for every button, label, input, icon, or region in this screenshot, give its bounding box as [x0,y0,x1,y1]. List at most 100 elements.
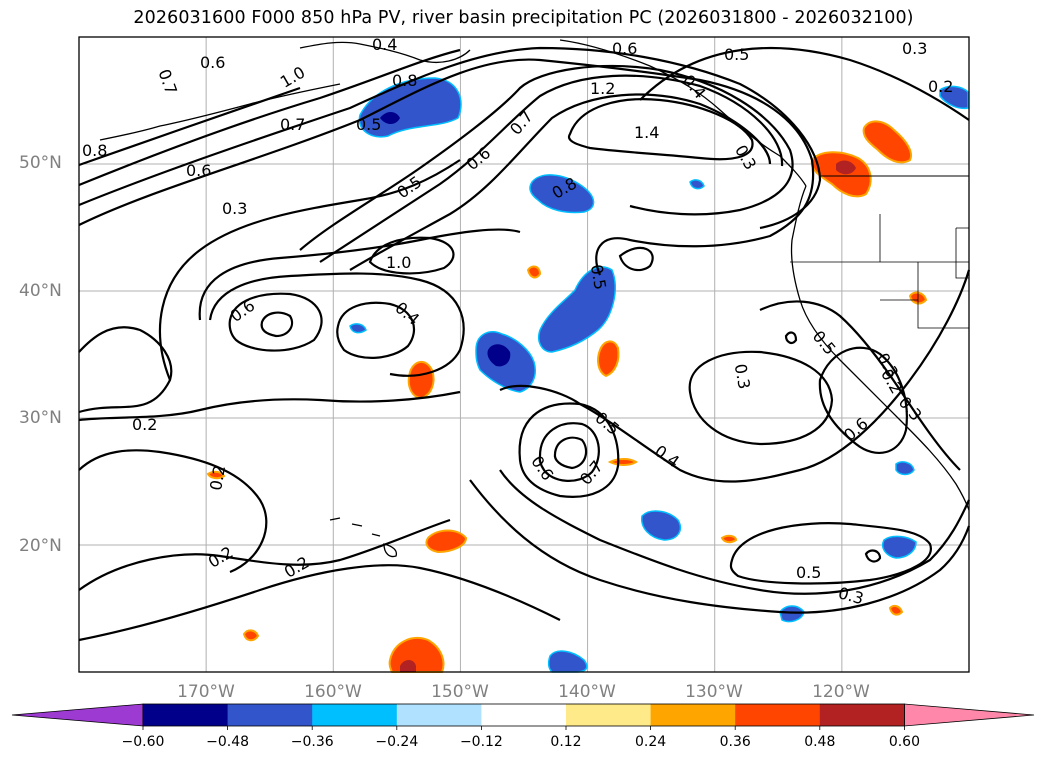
precip-negative-patch [529,174,595,214]
pv-contour [818,346,908,454]
longitude-labels: 170°W 160°W 150°W 140°W 130°W 120°W [177,682,870,702]
graticule [79,37,969,672]
contour-label: 0.6 [186,161,211,180]
contour-label: 0.5 [796,563,821,582]
pv-contour [319,74,784,263]
precip-positive-patch [407,361,435,400]
contour-label: 1.2 [590,79,615,98]
precip-positive-patch [607,458,638,466]
contour-label: 1.0 [386,253,411,272]
pv-contour [567,98,754,161]
contour-label: 0.2 [928,77,953,96]
precip-negative-core [487,344,511,367]
precip-negative-patch [882,535,917,559]
contour-label: 0.5 [724,45,749,64]
colorbar-tick-label: −0.48 [206,734,249,750]
lon-label: 140°W [558,682,616,702]
contour-label: 1.4 [634,123,659,142]
coastline-aleutians [99,83,341,141]
map-frame [78,36,970,673]
colorbar-tick-label: 0.24 [635,734,666,750]
precip-negative-patch [641,510,682,541]
pv-contour [78,326,173,414]
precip-negative-core [380,112,400,124]
precip-positive-patch [888,604,904,616]
lon-label: 170°W [177,682,235,702]
contour-label: 0.4 [372,35,397,54]
pv-contour [336,301,416,359]
colorbar-tick-label: 0.60 [889,734,920,750]
colorbar-extend-high [904,703,1035,727]
pv-contour [784,331,798,345]
colorbar-tick-label: −0.24 [375,734,418,750]
colorbar-segment [735,704,821,726]
map-title: 2026031600 F000 850 hPa PV, river basin … [133,8,914,28]
precip-negative-patch [939,85,969,110]
colorbar-segment [312,704,398,726]
contour-label: 0.5 [587,263,610,291]
pv-contour [469,479,971,614]
pv-contour [78,564,561,642]
latitude-labels: 50°N 40°N 30°N 20°N [19,153,62,556]
lon-label: 120°W [812,682,870,702]
precip-positive-patch [720,534,738,544]
contour-label: 0.5 [356,115,381,134]
pv-contours [78,46,971,642]
colorbar-segment [143,704,229,726]
precip-positive-patch [810,151,872,198]
lon-label: 160°W [304,682,362,702]
pv-contour [78,46,822,230]
pv-contour [299,65,794,251]
contour-label: 0.8 [392,71,417,90]
precip-negative-patch [547,650,588,673]
colorbar-tick-label: 0.36 [720,734,751,750]
precip-negative-patch [349,323,367,334]
lat-label: 40°N [19,281,62,301]
precip-negative-patch [538,266,616,353]
precip-positive-patch [206,470,226,480]
lon-label: 150°W [431,682,489,702]
pv-contour [78,390,461,422]
pv-contour [518,402,620,498]
precip-negative-patch [689,179,705,190]
pv-contour [78,86,301,167]
colorbar: −0.60 −0.48 −0.36 −0.24 −0.12 0.12 0.24 0.36 0.4… [11,703,1035,750]
coastline-north-america [790,185,970,511]
colorbar-tick-label: 0.12 [550,734,581,750]
contour-label: 0.6 [200,53,225,72]
lon-label: 130°W [685,682,743,702]
precip-positive-patch [862,120,912,164]
contour-label: 0.3 [902,39,927,58]
pv-contour [538,422,600,482]
coastlines [99,39,970,558]
precip-positive-core [400,660,416,672]
colorbar-tick-label: −0.36 [291,734,334,750]
colorbar-segment [819,704,905,726]
contour-label: 0.7 [280,115,305,134]
colorbar-segment [650,704,736,726]
pv-contour [260,311,294,338]
precip-positive-core [836,160,856,175]
pv-contour [864,549,882,563]
lat-label: 50°N [19,153,62,173]
colorbar-outline [142,703,905,727]
lat-label: 20°N [19,536,62,556]
colorbar-tick-label: −0.60 [122,734,165,750]
pv-contour [208,272,465,377]
contour-label: 0.3 [731,362,754,390]
pv-contour [688,350,834,446]
pv-contour [729,522,932,585]
pv-contour [228,292,323,352]
contour-label: 0.6 [612,39,637,58]
precip-positive-patch [242,629,260,642]
coastline-alaska [299,39,807,187]
colorbar-tick-label: −0.12 [460,734,503,750]
lat-label: 30°N [19,408,62,428]
precip-positive-patch [425,529,468,554]
colorbar-segment [227,704,313,726]
colorbar-segment [566,704,652,726]
pv-contour [759,300,961,471]
pv-contour [78,449,268,574]
pv-contour [618,246,654,272]
